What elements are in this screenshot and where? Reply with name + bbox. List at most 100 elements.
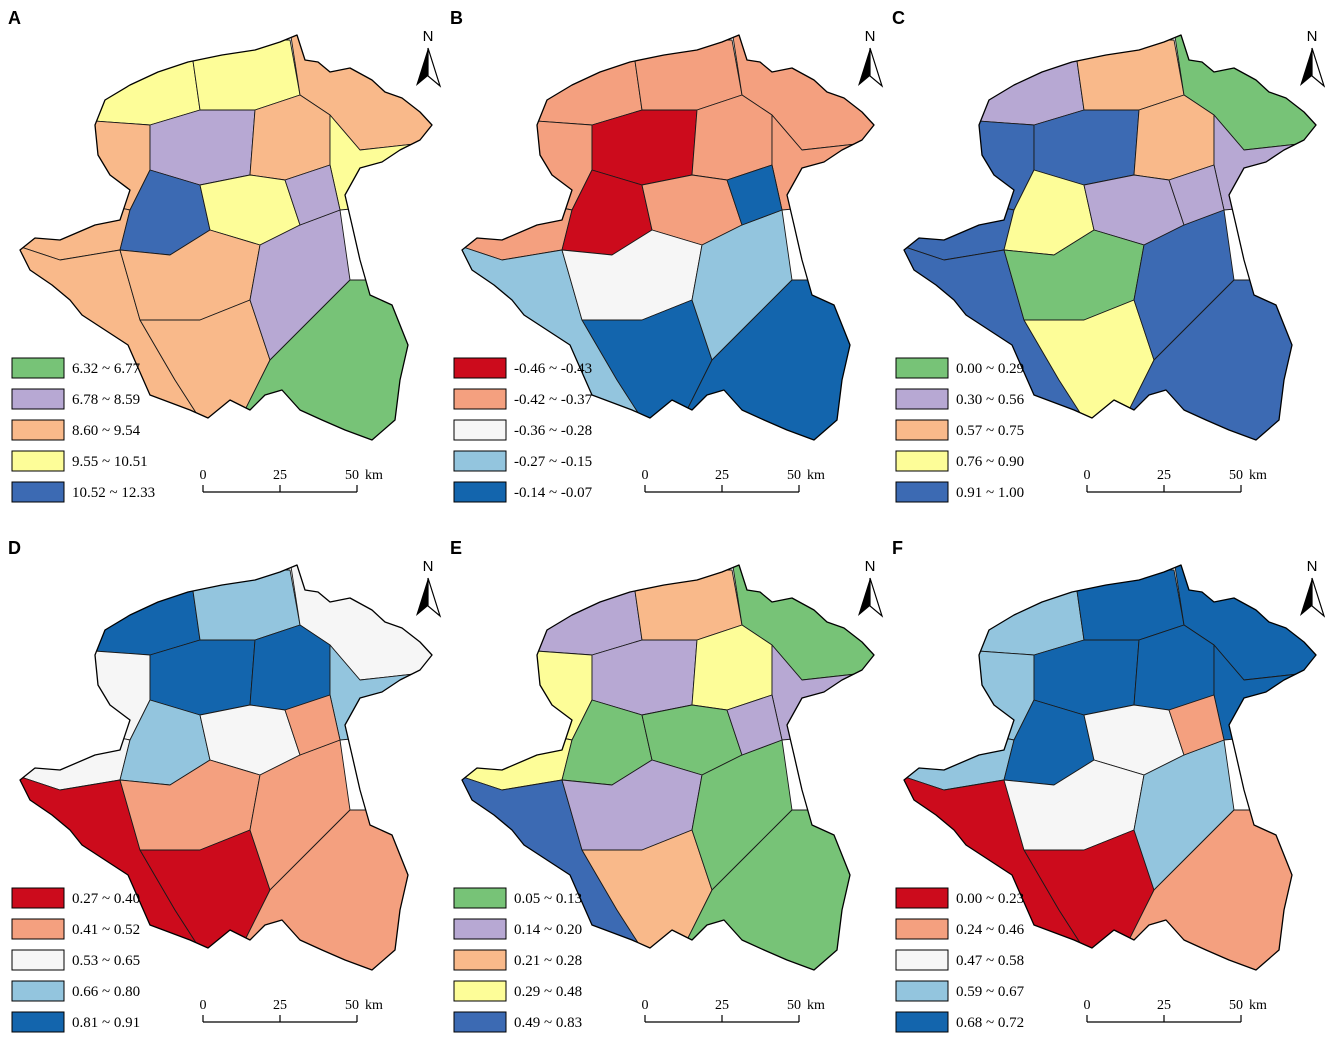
legend-label: -0.42 ~ -0.37 bbox=[514, 392, 593, 408]
legend-swatch bbox=[453, 949, 507, 971]
north-label: N bbox=[865, 558, 876, 575]
scale-tick-label: 25 bbox=[273, 468, 287, 483]
map-region bbox=[963, 39, 1085, 126]
map-region bbox=[79, 569, 201, 656]
map-panel-e: E N 0.05 ~ 0.13 0.14 ~ 0.20 0.21 ~ 0.28 0.29 … bbox=[450, 538, 884, 1033]
map-region bbox=[1133, 624, 1215, 711]
north-label: N bbox=[423, 558, 434, 575]
map-region bbox=[691, 94, 773, 181]
legend-label: 0.57 ~ 0.75 bbox=[956, 423, 1024, 439]
scale-tick-label: 50 bbox=[345, 998, 359, 1013]
scale-unit-label: km bbox=[807, 998, 825, 1013]
map-panel-f: F N 0.00 ~ 0.23 0.24 ~ 0.46 0.47 ~ 0.58 0.59 … bbox=[892, 538, 1325, 1033]
scale-unit-label: km bbox=[1249, 998, 1267, 1013]
scale-tick-label: 0 bbox=[642, 998, 649, 1013]
scale-tick-label: 25 bbox=[715, 468, 729, 483]
north-arrow-icon: N bbox=[858, 558, 884, 618]
legend-swatch bbox=[453, 887, 507, 909]
legend-label: 0.59 ~ 0.67 bbox=[956, 984, 1025, 1000]
legend-swatch bbox=[11, 918, 65, 940]
map-region bbox=[20, 199, 131, 261]
legend-swatch bbox=[453, 388, 507, 410]
map-panel-c: C N 0.00 ~ 0.29 0.30 ~ 0.56 0.57 ~ 0.75 0.76 … bbox=[892, 8, 1325, 503]
legend-swatch bbox=[895, 1011, 949, 1033]
map-region bbox=[631, 569, 743, 641]
panel-letter: D bbox=[8, 538, 21, 558]
legend-label: 0.00 ~ 0.23 bbox=[956, 891, 1024, 907]
panel-letter: C bbox=[892, 8, 905, 28]
legend-label: -0.27 ~ -0.15 bbox=[514, 454, 592, 470]
scale-tick-label: 25 bbox=[715, 998, 729, 1013]
legend-label: 0.21 ~ 0.28 bbox=[514, 953, 582, 969]
scale-tick-label: 0 bbox=[1084, 468, 1091, 483]
scale-tick-label: 50 bbox=[787, 998, 801, 1013]
scale-bar: 0 25 50 km bbox=[200, 468, 383, 493]
legend-swatch bbox=[895, 419, 949, 441]
legend-swatch bbox=[11, 357, 65, 379]
region-boundary bbox=[19, 34, 433, 441]
legend-label: 0.00 ~ 0.29 bbox=[956, 361, 1024, 377]
scale-tick-label: 0 bbox=[1084, 998, 1091, 1013]
map-region bbox=[521, 569, 643, 656]
legend-swatch bbox=[895, 980, 949, 1002]
scale-unit-label: km bbox=[807, 468, 825, 483]
legend-label: 0.81 ~ 0.91 bbox=[72, 1015, 140, 1031]
legend-swatch bbox=[11, 450, 65, 472]
north-label: N bbox=[423, 28, 434, 45]
legend-label: 0.14 ~ 0.20 bbox=[514, 922, 582, 938]
legend-swatch bbox=[11, 980, 65, 1002]
choropleth-map bbox=[20, 35, 432, 440]
map-region bbox=[249, 624, 331, 711]
north-arrow-icon: N bbox=[416, 558, 442, 618]
legend-swatch bbox=[895, 887, 949, 909]
north-label: N bbox=[1307, 558, 1318, 575]
legend-label: 0.29 ~ 0.48 bbox=[514, 984, 582, 1000]
legend-label: 10.52 ~ 12.33 bbox=[72, 485, 155, 501]
scale-tick-label: 50 bbox=[345, 468, 359, 483]
map-region bbox=[249, 94, 331, 181]
legend-label: 8.60 ~ 9.54 bbox=[72, 423, 141, 439]
scale-unit-label: km bbox=[365, 468, 383, 483]
legend-swatch bbox=[11, 949, 65, 971]
map-region bbox=[1133, 94, 1215, 181]
legend-swatch bbox=[895, 450, 949, 472]
legend-swatch bbox=[11, 481, 65, 503]
panel-letter: F bbox=[892, 538, 903, 558]
map-region bbox=[189, 39, 301, 111]
legend-swatch bbox=[11, 887, 65, 909]
map-region bbox=[149, 109, 256, 186]
map-legend: 0.00 ~ 0.23 0.24 ~ 0.46 0.47 ~ 0.58 0.59 ~ … bbox=[895, 887, 1025, 1033]
legend-swatch bbox=[453, 1011, 507, 1033]
panel-letter: A bbox=[8, 8, 21, 28]
north-arrow-icon: N bbox=[1300, 28, 1325, 88]
map-region bbox=[726, 694, 783, 756]
scale-tick-label: 50 bbox=[1229, 468, 1243, 483]
map-region bbox=[1168, 164, 1225, 226]
map-region bbox=[1073, 569, 1185, 641]
map-region bbox=[591, 109, 698, 186]
legend-label: 0.24 ~ 0.46 bbox=[956, 922, 1025, 938]
map-region bbox=[521, 39, 643, 126]
scale-bar: 0 25 50 km bbox=[642, 468, 825, 493]
region-boundary bbox=[19, 564, 433, 971]
north-arrow-icon: N bbox=[416, 28, 442, 88]
choropleth-map bbox=[904, 565, 1316, 970]
region-boundary bbox=[461, 34, 875, 441]
scale-tick-label: 25 bbox=[273, 998, 287, 1013]
map-panel-a: A N 6.32 ~ 6.77 6.78 ~ 8.59 8.60 ~ 9.54 9.55 … bbox=[8, 8, 442, 503]
choropleth-map bbox=[462, 565, 874, 970]
map-region bbox=[963, 569, 1085, 656]
legend-label: 6.78 ~ 8.59 bbox=[72, 392, 140, 408]
map-legend: 6.32 ~ 6.77 6.78 ~ 8.59 8.60 ~ 9.54 9.55 ~ … bbox=[11, 357, 155, 503]
choropleth-map bbox=[20, 565, 432, 970]
legend-swatch bbox=[895, 357, 949, 379]
north-arrow-icon: N bbox=[1300, 558, 1325, 618]
legend-label: 0.91 ~ 1.00 bbox=[956, 485, 1024, 501]
north-label: N bbox=[865, 28, 876, 45]
map-region bbox=[591, 639, 698, 716]
map-panel-d: D N 0.27 ~ 0.40 0.41 ~ 0.52 0.53 ~ 0.65 0.66 … bbox=[8, 538, 442, 1033]
legend-swatch bbox=[453, 450, 507, 472]
legend-label: -0.36 ~ -0.28 bbox=[514, 423, 592, 439]
region-boundary bbox=[461, 564, 875, 971]
